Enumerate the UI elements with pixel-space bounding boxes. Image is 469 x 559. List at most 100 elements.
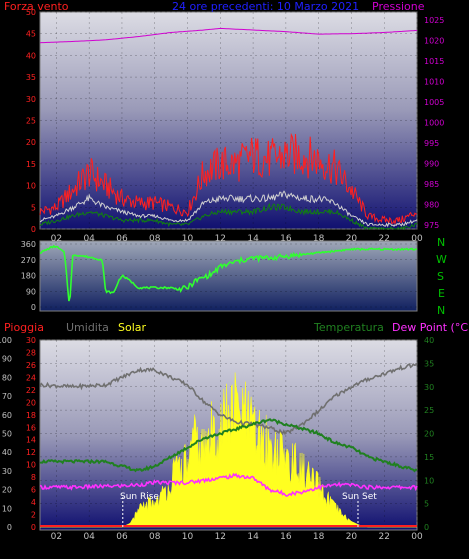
lower-x-tick-label: 18	[313, 532, 325, 542]
wind-y-tick-label: 45	[26, 30, 36, 39]
lower-x-tick-label: 02	[51, 532, 62, 542]
pressure-line	[39, 27, 418, 44]
temp-y-tick-label: 10	[424, 476, 434, 485]
temp-y-tick-label: 0	[424, 523, 429, 532]
lower-x-tick-label: 14	[247, 532, 259, 542]
rain-y-tick-label: 18	[26, 411, 36, 420]
temp-y-tick-label: 5	[424, 500, 429, 509]
rain-label: Pioggia	[4, 321, 44, 334]
temp-y-tick-label: 35	[424, 359, 434, 368]
lower-x-tick-label: 10	[182, 532, 194, 542]
rain-y-tick-label: 20	[26, 398, 36, 407]
wind-left-label: Forza vento	[4, 0, 69, 13]
lower-x-tick-label: 22	[378, 532, 389, 542]
pressure-y-tick-label: 990	[424, 159, 439, 168]
wind-x-tick-label: 16	[280, 234, 292, 244]
humidity-y-tick-label: 20	[2, 486, 12, 495]
wind-x-tick-label: 08	[149, 234, 161, 244]
pressure-y-tick-label: 980	[424, 200, 439, 209]
humidity-y-tick-label: 10	[2, 504, 12, 513]
rain-y-tick-label: 6	[31, 486, 36, 495]
wind-x-tick-label: 12	[215, 234, 226, 244]
solar-label: Solar	[118, 321, 147, 334]
temp-y-tick-label: 30	[424, 383, 434, 392]
humidity-line	[39, 362, 418, 436]
lower-layer: 0102030405060708090100024681012141618202…	[0, 336, 434, 542]
lower-x-tick-label: 20	[346, 532, 358, 542]
rain-y-tick-label: 8	[31, 473, 36, 482]
wind-x-tick-label: 10	[182, 234, 194, 244]
rain-y-tick-label: 24	[26, 373, 36, 382]
temp-y-tick-label: 15	[424, 453, 434, 462]
wind-y-tick-label: 35	[26, 73, 36, 82]
temperature-label: Temperatura	[313, 321, 384, 334]
humidity-y-tick-label: 60	[2, 411, 12, 420]
wind-x-tick-label: 14	[247, 234, 259, 244]
wind-y-tick-label: 30	[26, 95, 36, 104]
rain-y-tick-label: 26	[26, 361, 36, 370]
rain-y-tick-label: 16	[26, 423, 36, 432]
rain-y-tick-label: 2	[31, 511, 36, 520]
pressure-y-tick-label: 1010	[424, 78, 444, 87]
direction-y-tick-label: 90	[26, 287, 36, 296]
humidity-y-tick-label: 50	[2, 430, 12, 439]
humidity-y-tick-label: 40	[2, 448, 12, 457]
compass-w: W	[436, 253, 447, 266]
humidity-y-tick-label: 0	[7, 523, 12, 532]
humidity-label: Umidita	[66, 321, 109, 334]
pressure-y-tick-label: 1025	[424, 16, 444, 25]
humidity-y-tick-label: 90	[2, 355, 12, 364]
wind-x-tick-label: 06	[116, 234, 128, 244]
compass-e: E	[438, 287, 445, 300]
pressure-y-tick-label: 1015	[424, 57, 444, 66]
wind-x-tick-label: 02	[51, 234, 62, 244]
lower-x-tick-label: 16	[280, 532, 292, 542]
rain-y-tick-label: 30	[26, 336, 36, 345]
rain-y-tick-label: 12	[26, 448, 36, 457]
direction-layer: 0 90 180 270 360	[21, 240, 418, 312]
lower-x-tick-label: 12	[215, 532, 226, 542]
temp-y-tick-label: 20	[424, 430, 434, 439]
wind-y-tick-label: 0	[31, 225, 36, 234]
rain-y-tick-label: 22	[26, 386, 36, 395]
direction-plot-area	[39, 240, 418, 312]
wind-layer: 0510152025303540455097598098599099510001…	[26, 8, 445, 244]
direction-y-tick-label: 270	[21, 256, 36, 265]
wind-y-tick-label: 50	[26, 8, 36, 17]
wind-x-tick-label: 04	[83, 234, 95, 244]
rain-y-tick-label: 4	[31, 498, 36, 507]
lower-x-tick-label: 00	[411, 532, 423, 542]
lower-x-tick-label: 08	[149, 532, 161, 542]
pressure-y-tick-label: 985	[424, 180, 439, 189]
wind-gust-line	[39, 202, 418, 231]
temperature-line	[39, 418, 418, 473]
wind-y-tick-label: 10	[26, 182, 36, 191]
dewpoint-line	[39, 472, 418, 497]
wind-direction-line	[39, 244, 418, 302]
wind-avg-line	[39, 190, 418, 228]
humidity-y-tick-label: 100	[0, 336, 12, 345]
dewpoint-label: Dew Point (°C)	[392, 321, 469, 334]
direction-y-tick-label: 180	[21, 272, 36, 281]
compass-s: S	[437, 270, 444, 283]
pressure-y-tick-label: 975	[424, 221, 439, 230]
pressure-y-tick-label: 995	[424, 139, 439, 148]
wind-y-tick-label: 25	[26, 117, 36, 126]
chart-title: 24 ore precedenti: 10 Marzo 2021	[172, 0, 359, 13]
wind-y-tick-label: 15	[26, 160, 36, 169]
wind-x-tick-label: 20	[346, 234, 358, 244]
lower-x-tick-label: 06	[116, 532, 128, 542]
sunrise-label: Sun Rise	[120, 492, 159, 502]
temp-y-tick-label: 40	[424, 336, 434, 345]
direction-y-tick-label: 360	[21, 240, 36, 249]
wind-y-tick-label: 5	[31, 203, 36, 212]
wind-y-tick-label: 40	[26, 51, 36, 60]
pressure-label: Pressione	[372, 0, 425, 13]
lower-x-tick-label: 04	[83, 532, 95, 542]
humidity-y-tick-label: 30	[2, 467, 12, 476]
temp-y-tick-label: 25	[424, 406, 434, 415]
wind-max-line	[39, 132, 417, 226]
humidity-y-tick-label: 70	[2, 392, 12, 401]
sunset-label: Sun Set	[342, 492, 377, 502]
